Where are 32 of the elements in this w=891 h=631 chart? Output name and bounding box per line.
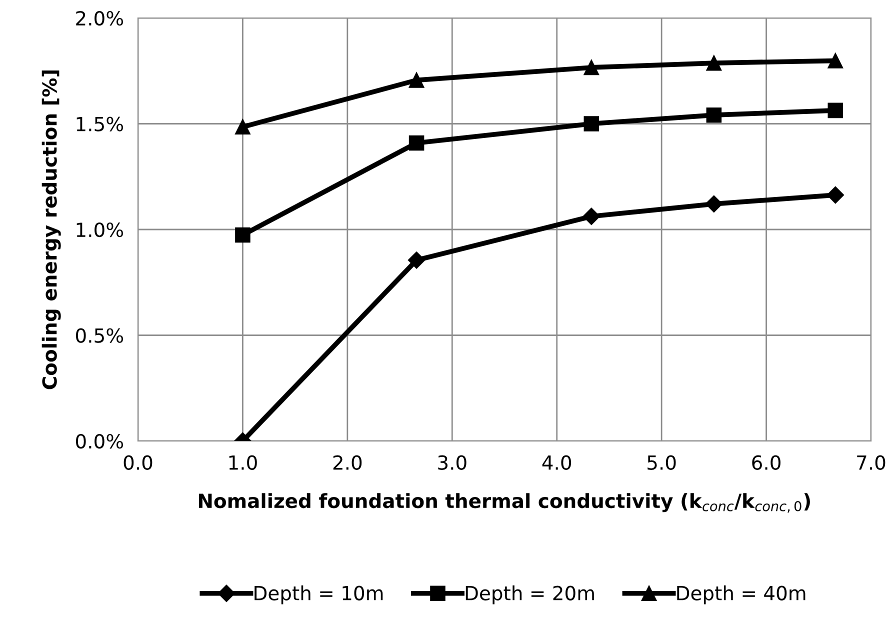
- point: [706, 107, 722, 123]
- x-tick-label: 3.0: [438, 455, 466, 470]
- y-axis-title: Cooling energy reduction [%]: [42, 70, 61, 390]
- x-axis-title: Nomalized foundation thermal conductivity (k$_{conc}$/k$_{conc,0}$): [198, 493, 810, 513]
- point: [408, 135, 424, 151]
- point: [582, 208, 600, 225]
- point: [826, 186, 844, 204]
- x-tick-label: 7.0: [857, 455, 886, 470]
- legend-label: Depth = 20m: [466, 585, 594, 604]
- x-tick-label: 2.0: [333, 455, 362, 470]
- point: [828, 53, 844, 68]
- legend-label: Depth = 40m: [677, 585, 806, 604]
- legend-label: Depth = 10m: [254, 585, 383, 604]
- x-tick-label: 5.0: [648, 455, 676, 470]
- y-tick-label: 0.5%: [76, 328, 124, 343]
- point: [584, 60, 600, 76]
- point: [584, 116, 600, 132]
- point: [828, 102, 844, 118]
- point: [408, 252, 426, 269]
- x-tick-label: 4.0: [542, 455, 572, 470]
- y-tick-label: 0.0%: [76, 434, 124, 449]
- point: [706, 55, 722, 71]
- point: [235, 119, 250, 135]
- point: [408, 72, 424, 88]
- y-tick-label: 1.0%: [76, 222, 124, 238]
- x-tick-label: 6.0: [752, 455, 780, 470]
- point: [235, 227, 250, 243]
- y-tick-label: 1.5%: [76, 116, 124, 132]
- x-tick-label: 0.0: [124, 455, 152, 470]
- point: [705, 195, 722, 212]
- x-tick-label: 1.0: [229, 455, 257, 470]
- y-tick-label: 2.0%: [76, 10, 124, 26]
